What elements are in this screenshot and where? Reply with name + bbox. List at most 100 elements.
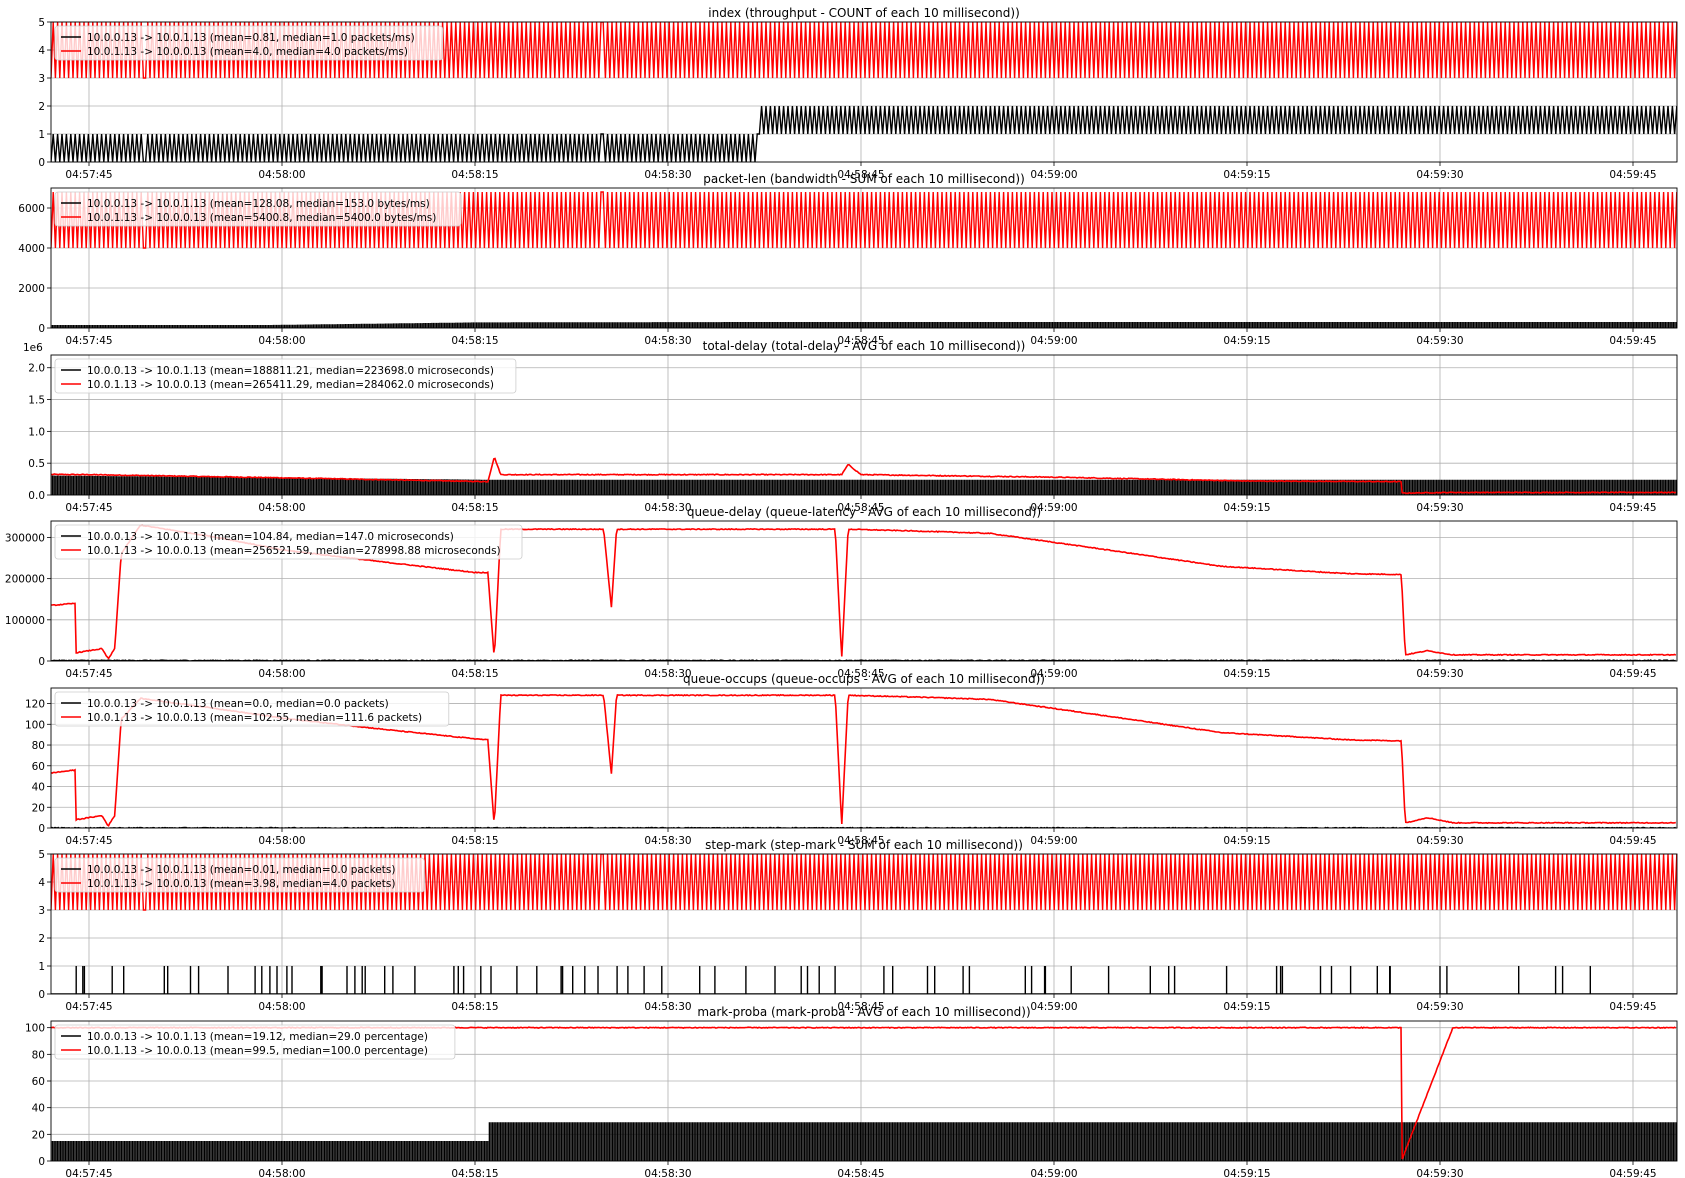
subplot-3: total-delay (total-delay - AVG of each 1…: [23, 339, 1678, 514]
x-tick-label: 04:58:00: [258, 502, 305, 514]
y-tick-label: 1: [38, 129, 45, 141]
x-tick-label: 04:57:45: [65, 502, 112, 514]
x-tick-label: 04:58:45: [837, 335, 884, 347]
x-tick-label: 04:58:45: [837, 502, 884, 514]
y-tick-label: 0.5: [28, 458, 45, 470]
legend-entry: 10.0.0.13 -> 10.0.1.13 (mean=104.84, med…: [87, 531, 454, 543]
x-tick-label: 04:59:15: [1223, 1001, 1270, 1013]
x-tick-label: 04:58:45: [837, 835, 884, 847]
x-tick-label: 04:58:45: [837, 1001, 884, 1013]
y-tick-label: 0: [38, 823, 45, 835]
legend: 10.0.0.13 -> 10.0.1.13 (mean=0.0, median…: [54, 691, 450, 727]
y-tick-label: 2000: [18, 283, 45, 295]
y-tick-label: 3: [38, 905, 45, 917]
axes-frame: [50, 687, 1678, 829]
x-tick-label: 04:58:00: [258, 1168, 305, 1178]
series-blocks: [51, 1122, 1677, 1161]
legend-entry: 10.0.1.13 -> 10.0.0.13 (mean=256521.59, …: [87, 545, 501, 557]
y-tick-label: 40: [32, 1103, 45, 1115]
subplot-1: index (throughput - COUNT of each 10 mil…: [38, 6, 1678, 181]
y-tick-label: 0: [38, 1156, 45, 1168]
legend-box: [54, 857, 425, 893]
x-tick-label: 04:59:00: [1030, 835, 1077, 847]
legend-entry: 10.0.1.13 -> 10.0.0.13 (mean=265411.29, …: [87, 379, 494, 391]
x-tick-label: 04:59:15: [1223, 502, 1270, 514]
x-tick-label: 04:59:45: [1609, 1001, 1656, 1013]
series-band: [51, 475, 1677, 495]
x-tick-label: 04:58:45: [837, 1168, 884, 1178]
x-tick-label: 04:57:45: [65, 668, 112, 680]
y-tick-label: 1: [38, 961, 45, 973]
legend-box: [54, 691, 450, 727]
y-tick-label: 4: [38, 877, 45, 889]
series-sparse: [75, 966, 1591, 994]
y-tick-label: 1.0: [28, 426, 45, 438]
x-tick-label: 04:58:30: [644, 668, 691, 680]
axes-frame: [50, 21, 1678, 163]
series-spikes: [51, 105, 1677, 162]
series-spikes: [51, 191, 1677, 249]
y-tick-label: 60: [32, 761, 45, 773]
x-tick-label: 04:58:15: [451, 1168, 498, 1178]
subplot-title: step-mark (step-mark - SUM of each 10 mi…: [705, 838, 1023, 852]
legend-entry: 10.0.1.13 -> 10.0.0.13 (mean=99.5, media…: [87, 1045, 428, 1057]
y-tick-label: 200000: [5, 574, 45, 586]
y-tick-label: 2: [38, 933, 45, 945]
x-tick-label: 04:58:15: [451, 668, 498, 680]
legend-box: [54, 191, 462, 227]
y-tick-label: 5: [38, 849, 45, 861]
axes-frame: [50, 354, 1678, 496]
y-tick-label: 5: [38, 17, 45, 29]
legend-entry: 10.0.1.13 -> 10.0.0.13 (mean=3.98, media…: [87, 878, 395, 890]
x-tick-label: 04:58:00: [258, 835, 305, 847]
x-tick-label: 04:59:15: [1223, 835, 1270, 847]
series-spikes: [51, 854, 1677, 911]
subplot-title: total-delay (total-delay - AVG of each 1…: [703, 339, 1026, 353]
x-tick-label: 04:58:30: [644, 1168, 691, 1178]
x-tick-label: 04:59:45: [1609, 169, 1656, 181]
x-tick-label: 04:59:30: [1416, 1001, 1463, 1013]
x-tick-label: 04:58:30: [644, 169, 691, 181]
subplot-title: packet-len (bandwidth - SUM of each 10 m…: [703, 172, 1025, 186]
y-tick-label: 120: [25, 699, 45, 711]
y-tick-label: 60: [32, 1076, 45, 1088]
y-tick-label: 100000: [5, 615, 45, 627]
subplot-title: queue-occups (queue-occups - AVG of each…: [683, 672, 1045, 686]
subplot-4: queue-delay (queue-latency - AVG of each…: [5, 505, 1678, 680]
y-tick-label: 100: [25, 719, 45, 731]
x-tick-label: 04:58:00: [258, 1001, 305, 1013]
y-tick-label: 6000: [18, 203, 45, 215]
legend-entry: 10.0.1.13 -> 10.0.0.13 (mean=4.0, median…: [87, 46, 408, 58]
axes-frame: [50, 520, 1678, 662]
y-tick-label: 0: [38, 989, 45, 1001]
x-tick-label: 04:59:00: [1030, 1168, 1077, 1178]
y-tick-label: 80: [32, 1049, 45, 1061]
x-tick-label: 04:58:15: [451, 1001, 498, 1013]
legend-box: [54, 25, 444, 61]
series-spikes: [51, 22, 1677, 79]
x-tick-label: 04:59:45: [1609, 335, 1656, 347]
x-tick-label: 04:58:00: [258, 668, 305, 680]
y-tick-label: 80: [32, 740, 45, 752]
legend-entry: 10.0.0.13 -> 10.0.1.13 (mean=188811.21, …: [87, 365, 494, 377]
subplot-title: index (throughput - COUNT of each 10 mil…: [708, 6, 1020, 20]
x-tick-label: 04:59:15: [1223, 169, 1270, 181]
x-tick-label: 04:59:30: [1416, 335, 1463, 347]
x-tick-label: 04:58:30: [644, 335, 691, 347]
legend-box: [54, 524, 523, 560]
x-tick-label: 04:58:15: [451, 169, 498, 181]
y-tick-label: 20: [32, 1129, 45, 1141]
subplot-5: queue-occups (queue-occups - AVG of each…: [25, 672, 1678, 847]
legend: 10.0.0.13 -> 10.0.1.13 (mean=128.08, med…: [54, 191, 462, 227]
x-tick-label: 04:59:15: [1223, 668, 1270, 680]
legend-entry: 10.0.0.13 -> 10.0.1.13 (mean=0.01, media…: [87, 864, 395, 876]
legend-entry: 10.0.1.13 -> 10.0.0.13 (mean=5400.8, med…: [87, 212, 436, 224]
axes-frame: [50, 187, 1678, 329]
legend-entry: 10.0.0.13 -> 10.0.1.13 (mean=0.0, median…: [87, 698, 389, 710]
x-tick-label: 04:59:30: [1416, 1168, 1463, 1178]
x-tick-label: 04:59:00: [1030, 169, 1077, 181]
y-tick-label: 3: [38, 73, 45, 85]
y-tick-label: 0: [38, 323, 45, 335]
x-tick-label: 04:59:00: [1030, 1001, 1077, 1013]
x-tick-label: 04:58:15: [451, 835, 498, 847]
